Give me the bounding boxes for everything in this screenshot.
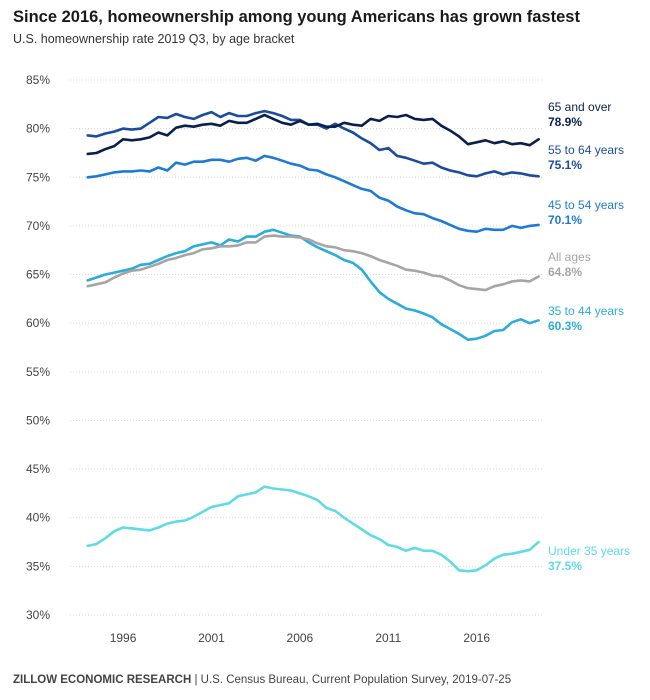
series-line-age45_54: [86, 154, 540, 233]
series-line-all: [86, 234, 540, 292]
x-tick-label: 1996: [110, 631, 137, 645]
series-value-age55_64: 75.1%: [548, 158, 582, 172]
y-tick-label: 50%: [26, 413, 50, 427]
x-tick-label: 2016: [463, 631, 490, 645]
y-tick-label: 40%: [26, 511, 50, 525]
line-chart: 30% 35% 40% 45% 50% 55% 60% 65% 70% 75% 80% 85% 199…: [26, 73, 630, 645]
y-tick-label: 45%: [26, 462, 50, 476]
series-name-over65: 65 and over: [548, 100, 611, 114]
y-tick-label: 35%: [26, 559, 50, 573]
series-name-under35: Under 35 years: [548, 544, 630, 558]
y-tick-label: 55%: [26, 365, 50, 379]
x-axis-ticks: 1996 2001 2006 2011 2016: [110, 631, 491, 645]
footer-source-text: U.S. Census Bureau, Current Population S…: [200, 674, 512, 686]
y-tick-label: 85%: [26, 73, 50, 87]
y-tick-label: 70%: [26, 219, 50, 233]
series-value-over65: 78.9%: [548, 115, 582, 129]
series-name-age55_64: 55 to 64 years: [548, 143, 624, 157]
chart-title: Since 2016, homeownership among young Am…: [13, 8, 580, 26]
chart-subtitle: U.S. homeownership rate 2019 Q3, by age …: [13, 32, 295, 46]
series-value-age45_54: 70.1%: [548, 213, 582, 227]
footer-source: ZILLOW ECONOMIC RESEARCH | U.S. Census B…: [13, 674, 511, 686]
series-value-age35_44: 60.3%: [548, 319, 582, 333]
series-line-age35_44: [86, 228, 540, 341]
y-tick-label: 30%: [26, 608, 50, 622]
y-axis-ticks: 30% 35% 40% 45% 50% 55% 60% 65% 70% 75% 80% 85%: [26, 73, 50, 622]
series-name-age45_54: 45 to 54 years: [548, 198, 624, 212]
series-lines: [86, 109, 540, 573]
y-tick-label: 80%: [26, 122, 50, 136]
series-line-over65: [86, 113, 540, 156]
series-line-under35: [86, 485, 540, 573]
y-tick-label: 75%: [26, 170, 50, 184]
series-value-under35: 37.5%: [548, 559, 582, 573]
footer-separator: |: [191, 674, 201, 686]
series-value-all: 64.8%: [548, 265, 582, 279]
series-name-age35_44: 35 to 44 years: [548, 304, 624, 318]
x-tick-label: 2011: [375, 631, 401, 645]
y-tick-label: 65%: [26, 268, 50, 282]
series-name-all: All ages: [548, 250, 591, 264]
gridlines: [70, 79, 543, 616]
x-tick-label: 2006: [287, 631, 314, 645]
footer-org: ZILLOW ECONOMIC RESEARCH: [13, 674, 192, 686]
y-tick-label: 60%: [26, 316, 50, 330]
x-tick-label: 2001: [198, 631, 225, 645]
